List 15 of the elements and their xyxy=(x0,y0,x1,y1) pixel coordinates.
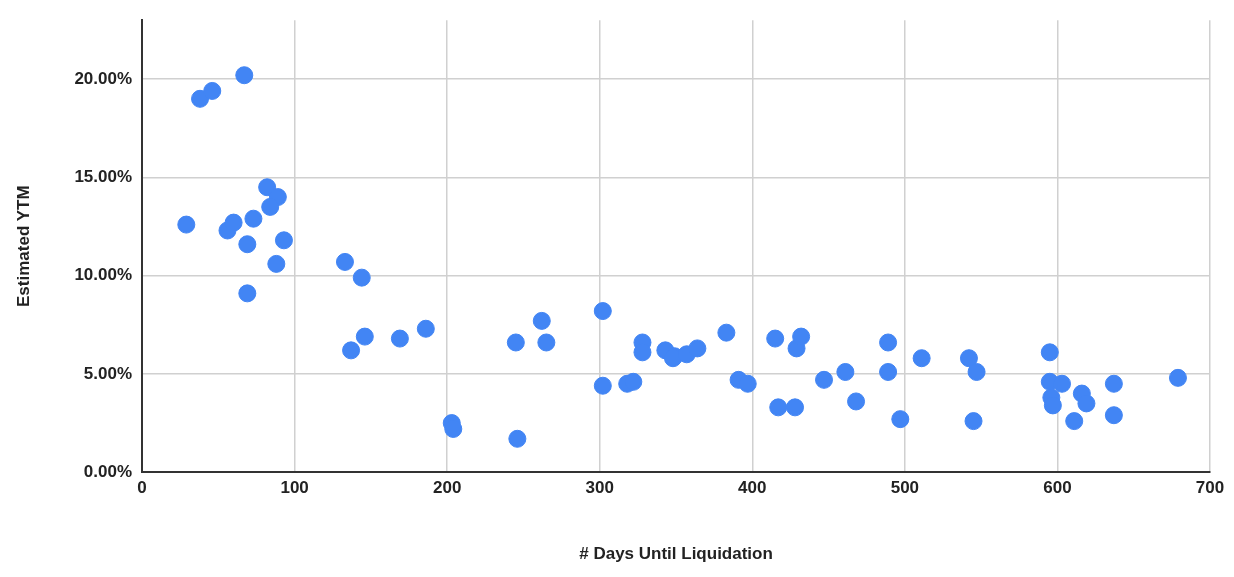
x-tick-label: 0 xyxy=(137,478,147,498)
y-tick-label: 15.00% xyxy=(74,167,133,187)
x-tick-label: 400 xyxy=(738,478,767,498)
x-tick-label: 300 xyxy=(585,478,614,498)
y-tick-label: 0.00% xyxy=(83,461,133,481)
y-tick-label: 20.00% xyxy=(74,68,133,88)
x-tick-label: 700 xyxy=(1195,478,1225,498)
y-axis-title: Estimated YTM xyxy=(13,185,33,307)
y-tick-label: 10.00% xyxy=(74,265,133,285)
x-tick-label: 500 xyxy=(890,478,920,498)
x-tick-label: 100 xyxy=(280,478,309,498)
x-axis-title: # Days Until Liquidation xyxy=(579,544,773,564)
x-tick-label: 200 xyxy=(433,478,462,498)
x-tick-label: 600 xyxy=(1043,478,1072,498)
y-tick-label: 5.00% xyxy=(83,363,133,383)
